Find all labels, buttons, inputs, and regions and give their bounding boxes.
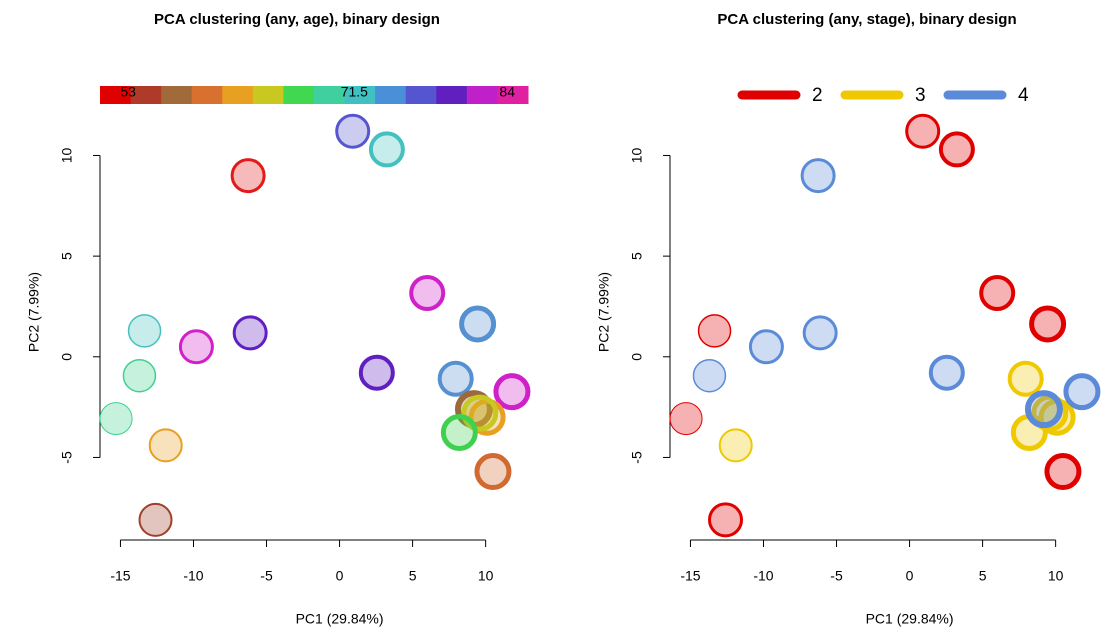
point	[127, 314, 162, 348]
point	[905, 113, 941, 149]
x-tick-label: 5	[979, 568, 987, 584]
y-axis-label: PC2 (7.99%)	[596, 272, 612, 352]
x-tick-label: 10	[478, 568, 494, 584]
colorbar-swatch	[405, 86, 437, 104]
colorbar-swatch	[100, 86, 132, 104]
y-tick-label: -5	[59, 451, 75, 464]
y-tick-label: 5	[629, 252, 645, 260]
x-tick-label: -5	[830, 568, 843, 584]
point	[99, 402, 133, 436]
x-axis-label: PC1 (29.84%)	[296, 611, 384, 627]
point	[459, 305, 497, 343]
point	[122, 358, 157, 393]
legend-label: 2	[812, 85, 823, 106]
y-tick-label: 10	[629, 147, 645, 163]
colorbar-swatch	[497, 86, 529, 104]
point	[148, 428, 183, 463]
point	[1029, 305, 1067, 343]
y-tick-label: 5	[59, 252, 75, 260]
point	[1044, 453, 1082, 491]
point	[474, 453, 512, 491]
point	[230, 158, 266, 194]
y-axis-label: PC2 (7.99%)	[26, 272, 42, 352]
point	[708, 502, 744, 538]
point	[440, 413, 478, 451]
chart-title: PCA clustering (any, age), binary design	[154, 11, 440, 28]
colorbar-swatch	[222, 86, 254, 104]
colorbar-swatch	[344, 86, 376, 104]
point	[178, 329, 214, 365]
point	[1024, 390, 1063, 429]
x-tick-label: 0	[336, 568, 344, 584]
point	[692, 358, 727, 393]
legend-label: 3	[915, 85, 926, 106]
colorbar-label: 71.5	[341, 84, 368, 100]
colorbar-swatch	[191, 86, 223, 104]
colorbar-swatch	[466, 86, 498, 104]
colorbar-label: 84	[499, 84, 515, 100]
y-tick-label: 0	[59, 353, 75, 361]
point	[409, 274, 446, 311]
point	[697, 314, 732, 348]
point	[669, 402, 703, 436]
colorbar-swatch	[436, 86, 468, 104]
point	[938, 131, 975, 168]
colorbar-swatch	[314, 86, 346, 104]
y-tick-label: -5	[629, 451, 645, 464]
colorbar-swatch	[252, 86, 284, 104]
colorbar-swatch	[161, 86, 193, 104]
point	[335, 113, 371, 149]
x-tick-label: 10	[1048, 568, 1064, 584]
colorbar-swatch	[130, 86, 162, 104]
colorbar-label: 53	[120, 84, 136, 100]
x-tick-label: -10	[183, 568, 203, 584]
point	[358, 354, 395, 391]
point	[718, 428, 753, 463]
point	[748, 329, 784, 365]
x-tick-label: 5	[409, 568, 417, 584]
x-tick-label: -10	[753, 568, 773, 584]
point	[800, 158, 836, 194]
x-tick-label: 0	[906, 568, 914, 584]
point	[979, 274, 1016, 311]
point	[802, 315, 838, 351]
point	[437, 360, 474, 397]
x-tick-label: -5	[260, 568, 273, 584]
point	[368, 131, 405, 168]
y-tick-label: 0	[629, 353, 645, 361]
point	[493, 373, 531, 411]
colorbar-swatch	[283, 86, 315, 104]
y-tick-label: 10	[59, 147, 75, 163]
x-tick-label: -15	[680, 568, 700, 584]
x-axis-label: PC1 (29.84%)	[866, 611, 954, 627]
point	[232, 315, 268, 351]
chart-title: PCA clustering (any, stage), binary desi…	[717, 11, 1016, 28]
colorbar-swatch	[375, 86, 407, 104]
legend-label: 4	[1018, 85, 1029, 106]
point	[1007, 360, 1044, 397]
point	[928, 354, 965, 391]
point	[1063, 373, 1101, 411]
x-tick-label: -15	[110, 568, 130, 584]
point	[138, 502, 173, 537]
